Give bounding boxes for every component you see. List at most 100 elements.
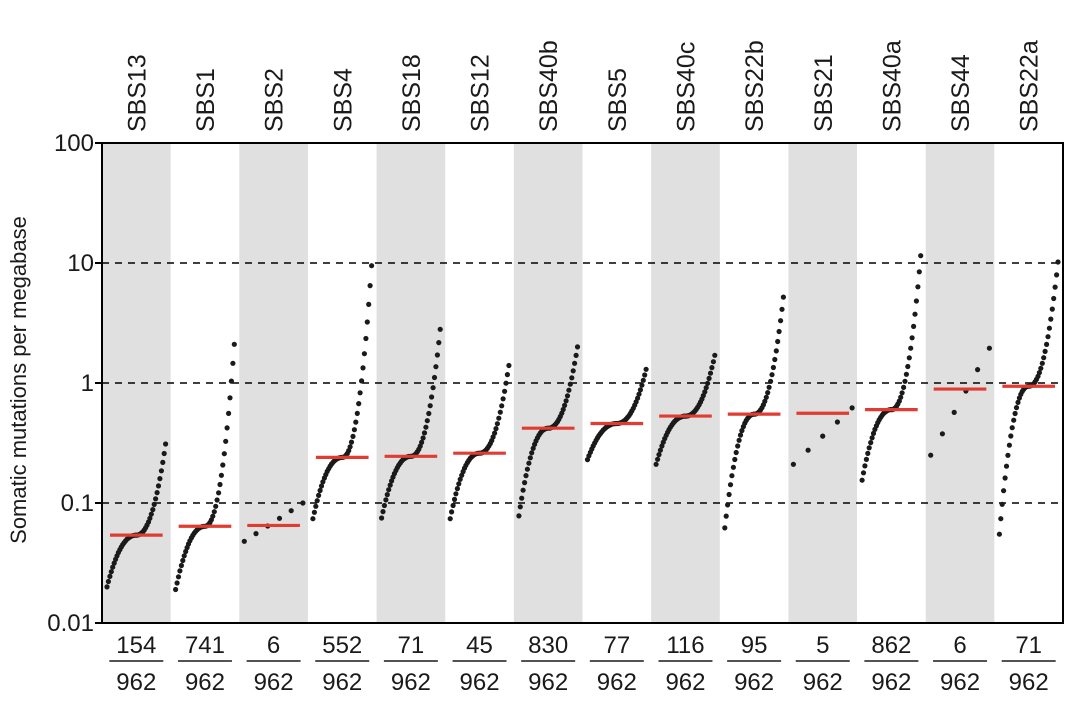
- point-SBS1: [181, 553, 187, 559]
- point-SBS22a: [1001, 488, 1007, 494]
- count-total-SBS18: 962: [391, 669, 431, 696]
- point-SBS22b: [766, 384, 772, 390]
- column-label-SBS4: SBS4: [329, 68, 357, 132]
- point-SBS18: [379, 515, 385, 521]
- point-SBS40a: [913, 298, 920, 304]
- median-lines: [110, 384, 1055, 537]
- point-SBS4: [356, 401, 362, 407]
- point-SBS18: [424, 418, 430, 424]
- point-SBS18: [429, 394, 435, 400]
- point-SBS13: [155, 483, 162, 489]
- point-SBS1: [218, 472, 224, 478]
- column-label-SBS13: SBS13: [123, 54, 151, 132]
- point-SBS4: [353, 419, 359, 425]
- point-SBS40b: [522, 480, 528, 486]
- point-SBS12: [450, 502, 456, 509]
- point-SBS13: [107, 573, 113, 580]
- point-SBS22b: [778, 318, 784, 324]
- point-SBS1: [211, 509, 217, 515]
- point-SBS18: [430, 385, 436, 391]
- count-total-SBS12: 962: [460, 669, 500, 696]
- point-SBS22a: [1051, 295, 1057, 302]
- point-SBS13: [110, 564, 116, 570]
- point-SBS18: [431, 374, 438, 381]
- point-SBS12: [453, 491, 459, 497]
- point-SBS12: [493, 426, 499, 432]
- point-SBS40b: [530, 445, 536, 451]
- point-SBS2: [241, 538, 247, 544]
- point-SBS40b: [573, 352, 579, 358]
- point-SBS12: [457, 476, 463, 482]
- point-SBS40c: [657, 447, 664, 453]
- point-SBS40b: [529, 450, 535, 456]
- point-SBS22a: [1046, 325, 1052, 331]
- point-SBS22a: [1049, 306, 1055, 312]
- point-SBS40b: [560, 406, 566, 413]
- y-axis-ticks: 0.01 0.1 1 10 100: [47, 130, 102, 637]
- point-SBS22a: [1015, 399, 1021, 405]
- point-SBS18: [381, 502, 387, 509]
- count-total-SBS1: 962: [185, 669, 225, 696]
- point-SBS22a: [1008, 433, 1014, 439]
- point-SBS4: [351, 427, 357, 433]
- point-SBS22b: [739, 428, 745, 434]
- point-SBS44: [986, 345, 993, 351]
- count-mutated-SBS18: 71: [398, 632, 425, 659]
- point-SBS22b: [762, 398, 768, 404]
- point-SBS40b: [516, 513, 522, 519]
- point-SBS40b: [562, 402, 568, 408]
- count-total-SBS13: 962: [116, 669, 156, 696]
- point-SBS22b: [780, 294, 787, 300]
- point-SBS4: [366, 301, 372, 307]
- count-mutated-SBS12: 45: [466, 632, 493, 659]
- point-SBS40c: [702, 389, 708, 395]
- y-tick-label: 1: [81, 370, 94, 397]
- count-mutated-SBS21: 5: [816, 632, 829, 659]
- point-SBS40a: [863, 456, 870, 462]
- point-SBS22a: [1009, 425, 1015, 431]
- point-SBS1: [214, 497, 220, 503]
- count-total-SBS40a: 962: [871, 669, 911, 696]
- point-SBS12: [494, 421, 500, 427]
- point-SBS40a: [860, 470, 867, 476]
- point-SBS22a: [1012, 410, 1018, 417]
- point-SBS4: [361, 351, 367, 357]
- point-SBS40c: [709, 365, 715, 371]
- point-SBS40b: [524, 466, 531, 472]
- point-SBS40c: [712, 352, 718, 358]
- point-SBS5: [639, 382, 645, 388]
- y-axis-title: Somatic mutations per megabase: [6, 216, 31, 544]
- point-SBS12: [499, 403, 505, 409]
- point-SBS12: [454, 486, 460, 492]
- point-SBS40a: [865, 450, 871, 456]
- point-SBS22a: [1054, 272, 1060, 278]
- point-SBS2: [276, 515, 283, 521]
- point-SBS12: [451, 496, 458, 502]
- point-SBS18: [437, 326, 443, 332]
- point-SBS22b: [725, 502, 731, 508]
- point-SBS5: [643, 366, 649, 372]
- point-SBS13: [147, 515, 153, 521]
- point-SBS4: [316, 492, 322, 498]
- point-SBS40a: [918, 253, 924, 259]
- point-SBS12: [506, 362, 512, 369]
- point-SBS1: [226, 410, 232, 416]
- point-SBS1: [224, 425, 230, 431]
- point-SBS40a: [902, 378, 908, 384]
- point-SBS40c: [655, 456, 661, 462]
- point-SBS5: [636, 391, 642, 397]
- count-mutated-SBS40a: 862: [871, 632, 911, 659]
- point-SBS40c: [656, 452, 662, 458]
- point-SBS22a: [1006, 442, 1013, 448]
- point-SBS12: [490, 434, 496, 440]
- point-SBS40b: [563, 398, 569, 404]
- point-SBS4: [363, 335, 369, 342]
- point-SBS18: [420, 435, 426, 441]
- point-SBS22a: [996, 531, 1003, 537]
- point-SBS22a: [1039, 360, 1045, 366]
- point-SBS18: [427, 403, 433, 409]
- point-SBS13: [163, 441, 169, 447]
- point-SBS22b: [765, 390, 771, 396]
- point-SBS22b: [736, 437, 742, 443]
- point-SBS4: [350, 433, 356, 439]
